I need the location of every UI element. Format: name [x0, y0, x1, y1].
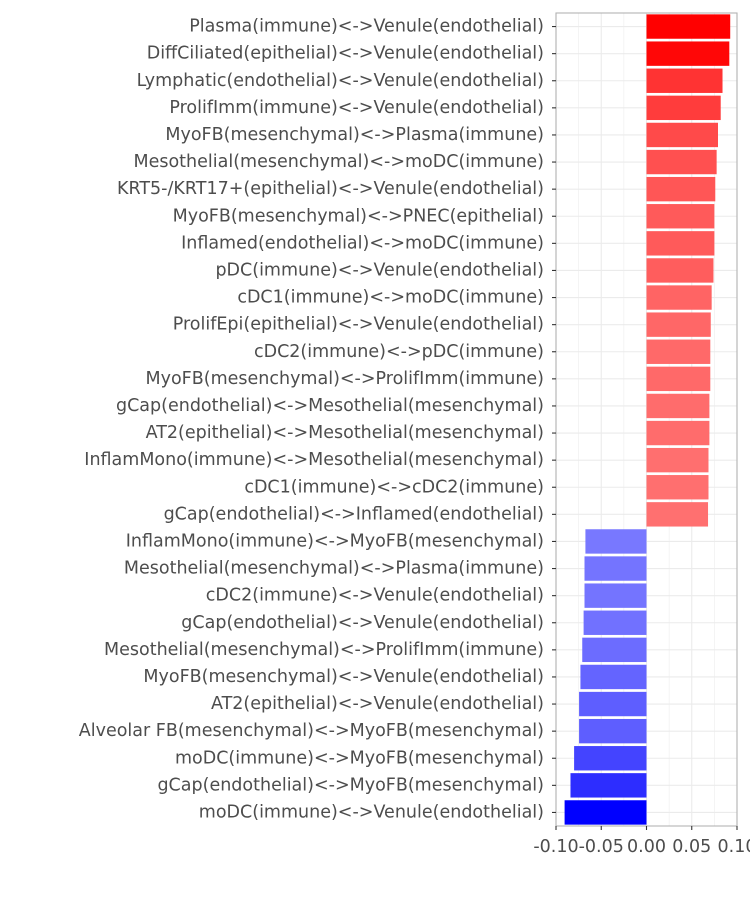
bars — [564, 14, 731, 825]
bar — [579, 691, 647, 717]
bar — [646, 95, 721, 121]
bar — [579, 718, 647, 744]
bar — [564, 800, 647, 825]
x-axis: -0.10-0.050.00 0.05 0.10 — [533, 826, 750, 857]
bar — [584, 583, 647, 608]
bar — [646, 68, 723, 93]
bar — [646, 420, 710, 446]
bar — [582, 637, 647, 663]
y-tick-label: InflamMono(immune)<->MyoFB(mesenchymal) — [126, 531, 544, 551]
x-tick-label: 0.10 — [718, 837, 750, 857]
bar — [646, 149, 717, 175]
x-tick-label: 0.05 — [672, 837, 711, 857]
y-tick-label: MyoFB(mesenchymal)<->Venule(endothelial) — [143, 667, 544, 687]
bar — [646, 41, 730, 66]
y-tick-label: cDC1(immune)<->moDC(immune) — [237, 288, 544, 308]
y-tick-label: moDC(immune)<->Venule(endothelial) — [199, 802, 544, 822]
y-tick-label: moDC(immune)<->MyoFB(mesenchymal) — [175, 748, 544, 768]
bar — [585, 529, 647, 554]
y-tick-label: pDC(immune)<->Venule(endothelial) — [215, 260, 544, 280]
y-tick-label: ProlifEpi(epithelial)<->Venule(endotheli… — [173, 315, 544, 335]
y-tick-label: gCap(endothelial)<->Venule(endothelial) — [181, 613, 544, 633]
y-tick-label: gCap(endothelial)<->MyoFB(mesenchymal) — [157, 775, 544, 795]
y-tick-label: AT2(epithelial)<->Mesothelial(mesenchyma… — [146, 423, 544, 443]
bar — [646, 502, 709, 527]
y-tick-label: Plasma(immune)<->Venule(endothelial) — [189, 17, 544, 37]
bar — [646, 366, 711, 392]
y-axis-tick-labels: Plasma(immune)<->Venule(endothelial) Diff… — [79, 17, 556, 822]
bar — [646, 122, 718, 148]
y-tick-label: MyoFB(mesenchymal)<->Plasma(immune) — [165, 125, 544, 145]
x-tick-label: 0.00 — [627, 837, 666, 857]
bar — [584, 556, 647, 581]
bar — [580, 664, 647, 690]
y-tick-label: Mesothelial(mesenchymal)<->Plasma(immune… — [124, 559, 544, 579]
y-tick-label: Lymphatic(endothelial)<->Venule(endothel… — [137, 71, 544, 91]
y-tick-label: Alveolar FB(mesenchymal)<->MyoFB(mesench… — [79, 721, 544, 741]
bar — [570, 773, 647, 798]
y-tick-label: DiffCiliated(epithelial)<->Venule(endoth… — [147, 44, 544, 64]
y-tick-label: MyoFB(mesenchymal)<->ProlifImm(immune) — [146, 369, 544, 389]
bar — [646, 258, 714, 283]
bar — [646, 475, 709, 500]
y-tick-label: MyoFB(mesenchymal)<->PNEC(epithelial) — [173, 206, 544, 226]
y-tick-label: KRT5-/KRT17+(epithelial)<->Venule(endoth… — [117, 179, 544, 199]
y-tick-label: cDC2(immune)<->pDC(immune) — [254, 342, 544, 362]
bar — [583, 610, 647, 635]
bar — [646, 231, 715, 256]
bar — [646, 285, 712, 310]
bar — [646, 312, 711, 337]
y-tick-label: InflamMono(immune)<->Mesothelial(mesench… — [84, 450, 544, 470]
bar — [574, 746, 647, 771]
y-tick-label: cDC2(immune)<->Venule(endothelial) — [206, 586, 544, 606]
bar — [646, 176, 716, 202]
x-tick-label: -0.05 — [579, 837, 624, 857]
bar — [646, 339, 711, 364]
x-tick-label: -0.10 — [533, 837, 578, 857]
bar — [646, 204, 715, 229]
y-tick-label: cDC1(immune)<->cDC2(immune) — [244, 477, 544, 497]
y-tick-label: AT2(epithelial)<->Venule(endothelial) — [211, 694, 544, 714]
bar — [646, 393, 710, 419]
y-tick-label: Inflamed(endothelial)<->moDC(immune) — [181, 233, 544, 253]
bar — [646, 447, 709, 473]
y-tick-label: Mesothelial(mesenchymal)<->ProlifImm(imm… — [104, 640, 544, 660]
y-tick-label: gCap(endothelial)<->Inflamed(endothelial… — [164, 504, 544, 524]
y-tick-label: Mesothelial(mesenchymal)<->moDC(immune) — [133, 152, 544, 172]
bar — [646, 14, 731, 39]
y-tick-label: gCap(endothelial)<->Mesothelial(mesenchy… — [116, 396, 544, 416]
y-tick-label: ProlifImm(immune)<->Venule(endothelial) — [169, 98, 544, 118]
